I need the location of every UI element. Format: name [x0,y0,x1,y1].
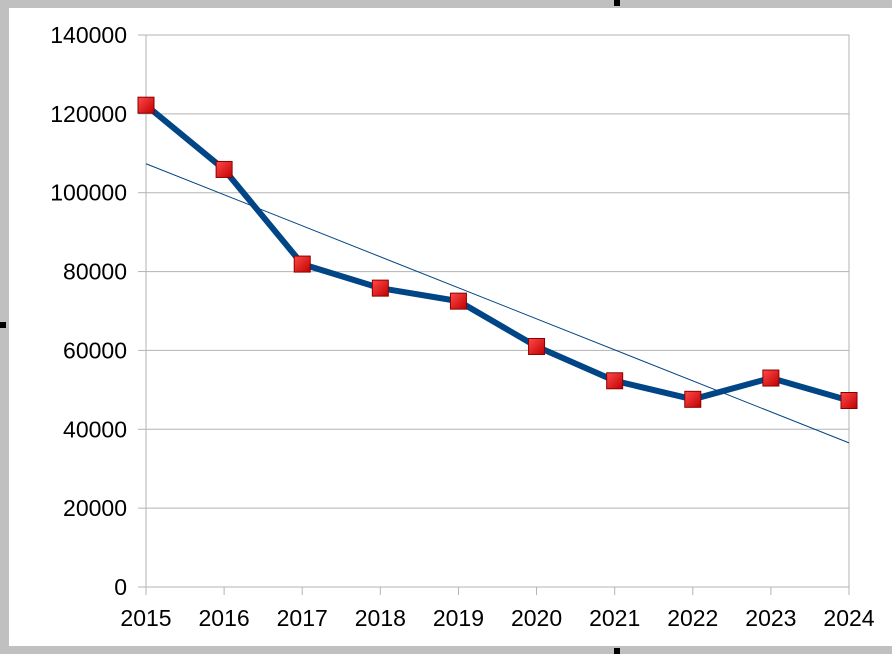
markers-layer [137,96,858,410]
selection-handle[interactable] [614,648,620,654]
y-tick-label: 140000 [50,22,127,48]
data-point-marker [449,292,467,310]
axes [138,34,850,595]
x-tick-label: 2018 [355,605,406,631]
y-tick-label: 120000 [50,101,127,127]
selection-handle[interactable] [614,0,620,6]
data-point-marker [137,96,155,114]
x-tick-label: 2017 [277,605,328,631]
data-point-marker [293,255,311,273]
y-tick-label: 20000 [63,495,127,521]
y-tick-label: 80000 [63,259,127,285]
line-chart: 020000400006000080000100000120000140000 … [50,22,875,631]
y-tick-label: 60000 [63,337,127,363]
data-point-marker [840,392,858,410]
data-point-marker [762,369,780,387]
x-tick-label: 2023 [745,605,796,631]
series-line [143,102,852,404]
data-point-marker [215,160,233,178]
data-point-marker [606,372,624,390]
grid-lines [146,34,849,509]
x-tick-label: 2015 [120,605,171,631]
x-tick-label: 2019 [433,605,484,631]
x-tick-label: 2016 [199,605,250,631]
series-layer [143,102,852,404]
y-tick-label: 100000 [50,180,127,206]
data-point-marker [528,337,546,355]
trendline [145,163,850,444]
y-tick-label: 0 [114,574,127,600]
trendline-layer [145,163,850,444]
x-axis-tick-labels: 2015 2016 2017 2018 2019 2020 2021 2022 2023 2024 [120,605,874,631]
x-tick-label: 2021 [589,605,640,631]
x-tick-label: 2024 [823,605,874,631]
data-point-marker [684,390,702,408]
x-tick-label: 2022 [667,605,718,631]
y-tick-label: 40000 [63,416,127,442]
data-point-marker [371,279,389,297]
x-tick-label: 2020 [511,605,562,631]
chart-area: 0 20000 40000 60000 80000 100000 120000 140000 … [9,8,892,646]
y-axis-tick-labels: 0 20000 40000 60000 80000 100000 120000 140000 [50,22,127,600]
selection-handle[interactable] [0,322,6,328]
